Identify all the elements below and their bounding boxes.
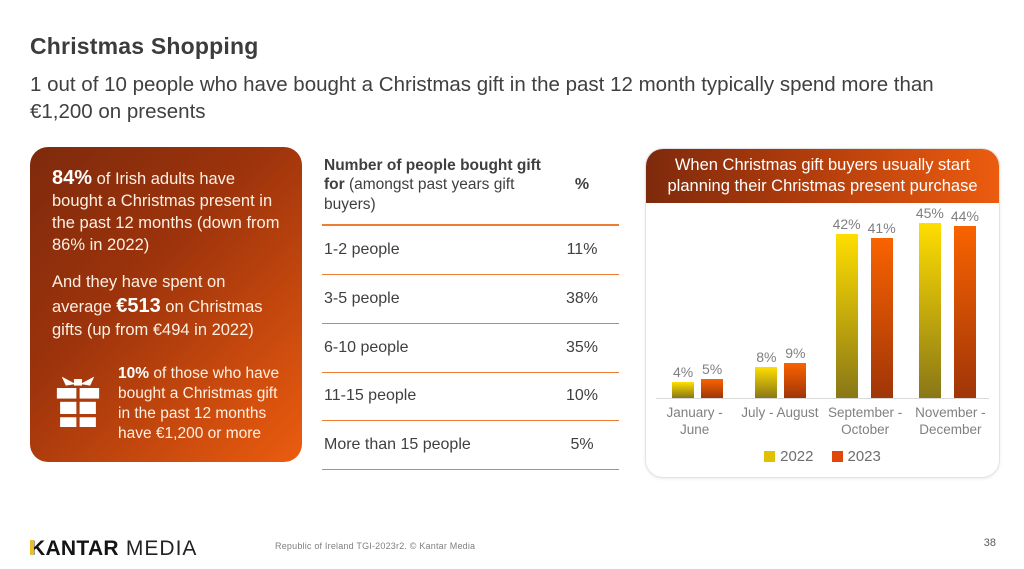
logo-k-accent <box>30 540 34 555</box>
bar <box>918 222 941 398</box>
bar-value-label: 44% <box>950 208 979 225</box>
table-row-label: 1-2 people <box>324 241 400 259</box>
bar-2023-July - August: 9% <box>784 344 807 398</box>
category-label: September - October <box>827 405 903 437</box>
page-subtitle: 1 out of 10 people who have bought a Chr… <box>30 73 934 123</box>
bar-value-label: 45% <box>915 204 944 221</box>
chart-title: When Christmas gift buyers usually start… <box>646 149 999 203</box>
bar-value-label: 4% <box>673 364 694 381</box>
logo-kantar-text: KANTAR <box>30 537 119 561</box>
chart-legend: 2022 2023 <box>646 448 999 465</box>
stat-84pct: 84% <box>52 167 93 189</box>
table-row-label: More than 15 people <box>324 436 471 454</box>
logo-kantar-word: KANTAR <box>30 537 119 560</box>
category-label: November - December <box>915 405 986 437</box>
bar-2022-July - August: 8% <box>755 348 778 398</box>
legend-label: 2023 <box>847 447 881 465</box>
bar-group: 8% 9% <box>739 345 822 398</box>
table-row-value: 38% <box>565 289 599 307</box>
kantar-media-logo: KANTAR MEDIA <box>30 537 197 561</box>
table-header-bold: Number of people bought gift for <box>324 157 541 194</box>
highlight-para-1-text: of Irish adults have bought a Christmas … <box>52 170 280 254</box>
stat-10pct: 10% <box>118 364 150 382</box>
bar <box>784 362 807 398</box>
table-row-value: 5% <box>570 436 594 454</box>
gift-icon <box>52 370 104 439</box>
category-label: January - June <box>666 405 723 437</box>
logo-media-text: MEDIA <box>125 537 198 560</box>
bar-value-label: 8% <box>756 348 777 365</box>
table-row-value: 10% <box>565 387 599 405</box>
chart-categories: January - June July - August September - O… <box>652 405 993 439</box>
chart-card: When Christmas gift buyers usually start… <box>645 148 1000 478</box>
bar-value-label: 9% <box>785 344 806 361</box>
legend-item-2022: 2022 <box>764 447 814 465</box>
gift-count-table: Number of people bought gift for (amongs… <box>322 147 619 471</box>
bar-2022-January - June: 4% <box>672 364 695 398</box>
bar <box>953 226 976 398</box>
category-label: July - August <box>741 405 819 420</box>
source-note: Republic of Ireland TGI-2023r2. © Kantar… <box>275 541 476 551</box>
highlight-para-2-post: on Christmas gifts (up from €494 in 2022… <box>52 298 263 339</box>
highlight-para-3-row: 10% of those who have bought a Christmas… <box>52 364 282 445</box>
stat-avg-spend: €513 <box>116 295 161 318</box>
page-number: 38 <box>983 537 996 549</box>
table-row: 1-2 people 11% <box>322 226 619 275</box>
legend-swatch <box>764 450 776 462</box>
bar <box>870 238 893 398</box>
bar-2023-November - December: 44% <box>951 208 979 398</box>
bar-2022-September - October: 42% <box>833 216 861 398</box>
bar-value-label: 41% <box>867 220 896 237</box>
table-header-row: Number of people bought gift for (amongs… <box>322 147 619 227</box>
table-row-label: 11-15 people <box>324 387 417 405</box>
bar <box>835 234 858 398</box>
table-row: 11-15 people 10% <box>322 373 619 422</box>
table-row: 6-10 people 35% <box>322 324 619 373</box>
highlight-para-2-pre: And they have spent on average <box>52 272 226 317</box>
highlight-para-2: And they have spent on average €513 on C… <box>52 272 282 342</box>
table-body: 1-2 people 11% 3-5 people 38% 6-10 people 35%… <box>322 226 619 471</box>
table-row: More than 15 people 5% <box>322 421 619 471</box>
highlight-box: 84% of Irish adults have bought a Christ… <box>30 147 302 462</box>
bar <box>672 382 695 398</box>
table-row: 3-5 people 38% <box>322 275 619 324</box>
bar-group: 4% 5% <box>656 360 739 398</box>
bar-2023-January - June: 5% <box>701 360 724 398</box>
page-title: Christmas Shopping <box>30 33 259 59</box>
bar-2023-September - October: 41% <box>868 220 896 398</box>
bar-value-label: 42% <box>832 216 861 233</box>
highlight-para-3: 10% of those who have bought a Christmas… <box>118 364 282 445</box>
table-header-percent: % <box>574 176 590 194</box>
chart-plot: 4% 5% 8% 9% 42% 41% 45% 44% <box>656 203 989 399</box>
table-header-normal: (amongst past years gift buyers) <box>324 176 515 213</box>
legend-label: 2022 <box>780 447 814 465</box>
bar-2022-November - December: 45% <box>915 204 944 398</box>
bar <box>755 366 778 398</box>
table-header-label: Number of people bought gift for (amongs… <box>324 156 545 214</box>
table-row-value: 11% <box>566 241 598 259</box>
legend-item-2023: 2023 <box>831 447 881 465</box>
bar-group: 42% 41% <box>823 216 906 398</box>
table-row-label: 6-10 people <box>324 338 409 356</box>
highlight-para-1: 84% of Irish adults have bought a Christ… <box>52 165 282 257</box>
highlight-para-3-text: of those who have bought a Christmas gif… <box>118 364 280 443</box>
bar-value-label: 5% <box>702 360 723 377</box>
bar <box>701 378 724 398</box>
bar-group: 45% 44% <box>906 204 989 398</box>
legend-swatch <box>831 450 843 462</box>
table-row-value: 35% <box>565 338 599 356</box>
table-row-label: 3-5 people <box>324 289 400 307</box>
